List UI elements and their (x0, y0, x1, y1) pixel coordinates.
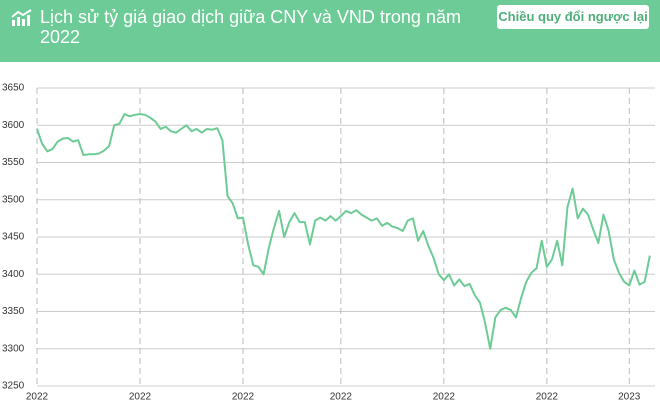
x-tick-label: 2022 (330, 392, 353, 403)
header: Lịch sử tỷ giá giao dịch giữa CNY và VND… (0, 0, 660, 62)
y-tick-label: 3500 (2, 194, 25, 205)
y-tick-label: 3550 (2, 157, 25, 168)
x-tick-label: 2022 (536, 392, 559, 403)
line (36, 113, 651, 350)
y-tick-label: 3450 (2, 232, 25, 243)
chart-icon (11, 9, 32, 26)
y-tick-label: 3300 (2, 343, 25, 354)
x-tick-label: 2022 (232, 392, 255, 403)
x-tick-label: 2022 (433, 392, 456, 403)
x-tick-label: 2022 (129, 392, 152, 403)
x-tick-label: 2022 (26, 392, 49, 403)
y-tick-label: 3350 (2, 306, 25, 317)
y-tick-label: 3400 (2, 269, 25, 280)
title: Lịch sử tỷ giá giao dịch giữa CNY và VND… (40, 7, 461, 47)
x-tick-label: 2023 (618, 392, 641, 403)
y-tick-label: 3600 (2, 120, 25, 131)
reverse-button[interactable]: Chiều quy đổi ngược lại (497, 5, 649, 29)
y-tick-label: 3250 (2, 381, 25, 392)
y-tick-label: 3650 (2, 83, 25, 94)
